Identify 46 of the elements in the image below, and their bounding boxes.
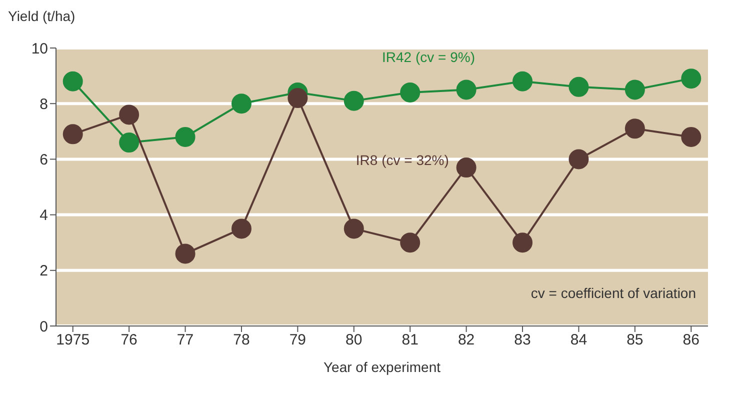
point [288,88,308,108]
y-tick-label: 8 [40,96,48,113]
point [119,132,140,153]
x-tick-label: 83 [514,332,531,349]
point [62,124,83,144]
x-tick-label: 80 [346,332,362,349]
x-tick-label: 84 [570,332,588,349]
x-tick-label: 86 [682,332,700,349]
point [624,118,645,139]
x-tick-label: 85 [626,332,644,349]
x-axis-title: Year of experiment [324,359,441,375]
point [400,232,420,253]
x-tick-label: 79 [289,332,306,349]
point [231,218,252,239]
x-tick-label: 82 [458,332,475,349]
y-tick-label: 2 [40,262,48,280]
point [344,90,364,111]
point [681,126,702,147]
y-tick-label: 6 [40,152,48,169]
point [119,104,140,125]
point [175,244,196,264]
y-tick-label: 0 [40,318,48,336]
point [456,158,476,178]
point [568,76,589,97]
x-tick-label: 1975 [56,332,90,349]
point [231,94,252,114]
x-tick-label: 81 [402,332,418,349]
point [624,80,645,100]
point [175,126,196,147]
series-label: IR42 (cv = 9%) [382,48,475,65]
series-label: IR8 (cv = 32%) [356,152,449,168]
y-tick-label: 10 [31,40,48,58]
point [456,80,476,100]
point [400,82,420,102]
point [62,71,83,92]
point [681,68,702,89]
y-axis-title: Yield (t/ha) [8,8,76,24]
x-tick-label: 77 [176,332,194,349]
point [568,149,589,170]
point [344,218,364,239]
annotation: cv = coefficient of variation [530,285,696,301]
point [512,71,533,92]
y-tick-label: 4 [40,207,48,224]
x-tick-label: 76 [120,332,138,349]
x-tick-label: 78 [233,332,250,349]
point [512,232,533,253]
